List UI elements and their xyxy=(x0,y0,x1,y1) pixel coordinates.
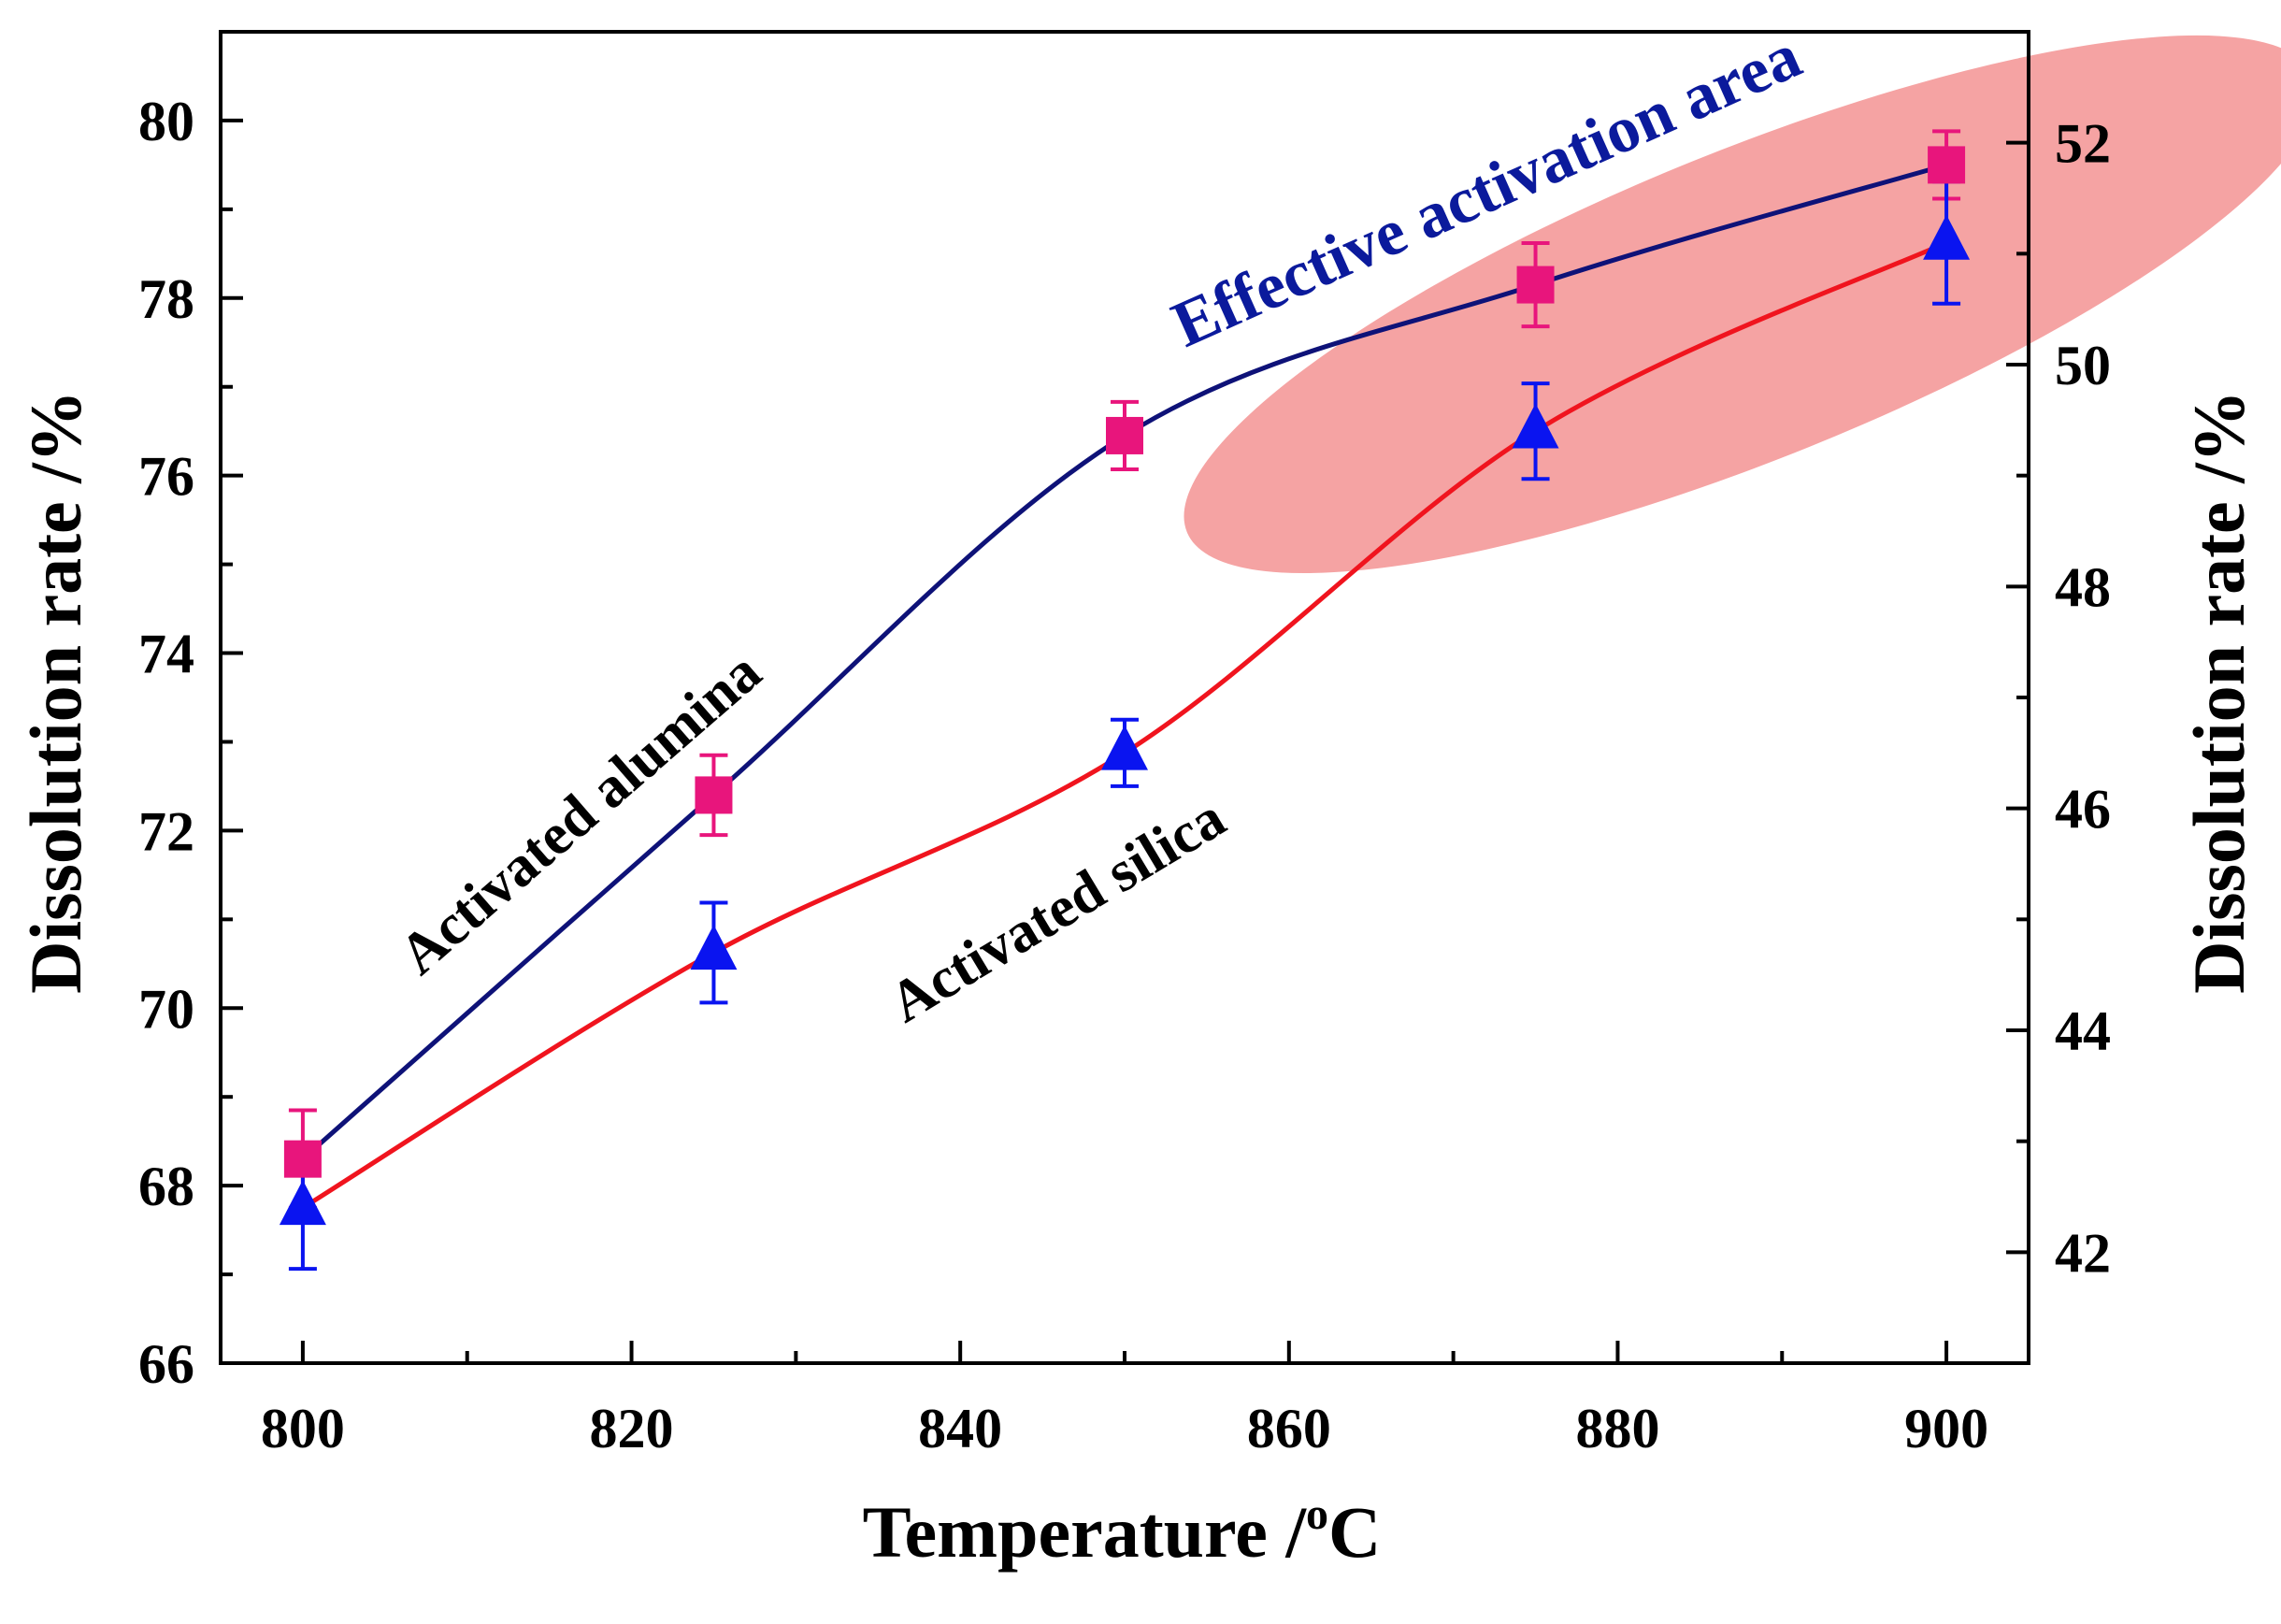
highlight-ellipse xyxy=(1184,35,2281,574)
data-point-triangle xyxy=(1923,214,1971,260)
data-markers xyxy=(279,146,1971,1226)
y-right-tick-label: 46 xyxy=(2055,779,2111,841)
axis-ticks: 800 820 840 860 880 900 66 68 70 72 74 76 78 80 42 44 46… xyxy=(138,91,2111,1459)
data-point-square xyxy=(283,1140,322,1178)
y-right-tick-label: 44 xyxy=(2055,1000,2111,1062)
x-tick-label: 880 xyxy=(1575,1398,1659,1459)
x-tick-label: 900 xyxy=(1904,1398,1988,1459)
x-tick-label: 800 xyxy=(261,1398,345,1459)
data-point-square xyxy=(1928,146,1966,184)
y-left-tick-label: 80 xyxy=(138,91,194,152)
data-point-square xyxy=(1516,266,1555,304)
y-axis-left-title: Dissolution rate /% xyxy=(15,390,96,994)
data-point-square xyxy=(1106,416,1143,454)
y-left-tick-label: 76 xyxy=(138,446,194,508)
x-tick-label: 860 xyxy=(1247,1398,1331,1459)
x-axis-title: Temperature /oC xyxy=(863,1489,1382,1573)
data-point-square xyxy=(695,776,733,814)
x-axis-title-suffix: C xyxy=(1328,1491,1381,1573)
y-right-tick-label: 50 xyxy=(2055,335,2111,396)
y-left-tick-label: 68 xyxy=(138,1156,194,1217)
y-axis-right-title: Dissolution rate /% xyxy=(2178,390,2259,994)
x-axis-title-text: Temperature / xyxy=(863,1491,1308,1573)
y-left-tick-label: 74 xyxy=(138,624,194,685)
data-point-triangle xyxy=(690,925,738,970)
y-right-tick-label: 52 xyxy=(2055,113,2111,175)
y-left-tick-label: 78 xyxy=(138,268,194,330)
y-left-tick-label: 66 xyxy=(138,1333,194,1395)
data-point-triangle xyxy=(1512,403,1559,449)
annotation-activated-silica: Activated silica xyxy=(879,785,1236,1035)
highlight-layer xyxy=(1184,35,2281,574)
x-tick-label: 820 xyxy=(590,1398,674,1459)
data-point-triangle xyxy=(1101,725,1148,770)
series-line-0 xyxy=(301,162,1947,1161)
data-point-triangle xyxy=(279,1180,326,1226)
y-left-tick-label: 70 xyxy=(138,978,194,1040)
y-left-tick-label: 72 xyxy=(138,800,194,862)
y-right-tick-label: 42 xyxy=(2055,1222,2111,1284)
x-axis-title-sup: o xyxy=(1306,1489,1328,1539)
x-tick-label: 840 xyxy=(918,1398,1002,1459)
y-right-tick-label: 48 xyxy=(2055,556,2111,618)
